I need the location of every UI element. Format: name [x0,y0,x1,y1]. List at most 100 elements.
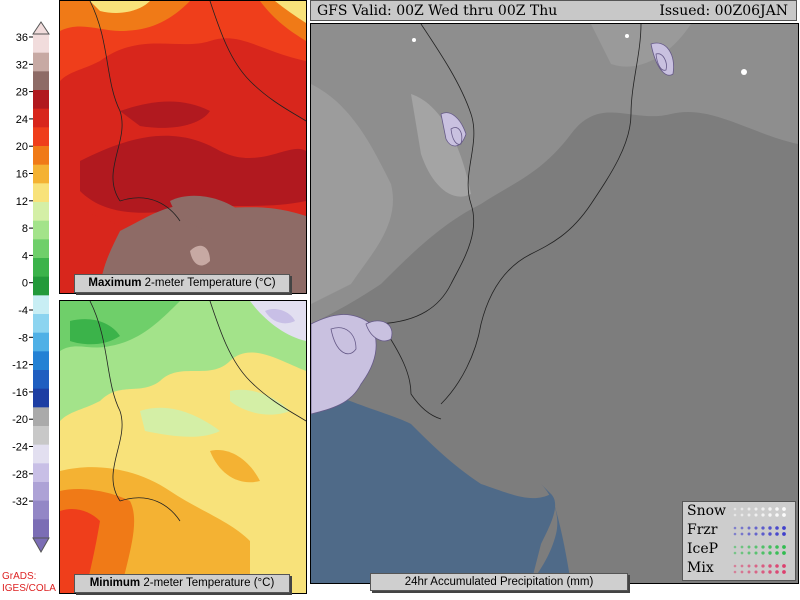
colorbar-tick-label: -8 [18,332,28,344]
max-temperature-caption: Maximum 2-meter Temperature (°C) [74,274,290,293]
legend-dot [733,545,737,549]
colorbar-segment [33,332,49,352]
colorbar-segment [33,239,49,259]
legend-dot [747,526,751,530]
legend-dot [775,526,779,530]
colorbar-segment [33,202,49,222]
colorbar-segment [33,146,49,166]
colorbar-segment [33,388,49,408]
colorbar-tick-label: 28 [16,87,28,99]
legend-dot [740,507,744,511]
colorbar-segment [33,407,49,427]
legend-dot [733,507,737,511]
legend-dot [733,532,737,536]
colorbar-segment [33,34,49,54]
legend-dot [740,551,744,555]
colorbar-segment [33,482,49,502]
precip-title-bar: GFS Valid: 00Z Wed thru 00Z Thu Issued: … [310,0,797,21]
legend-label-frzr: Frzr [687,522,718,538]
colorbar-segment [33,463,49,483]
colorbar-tick-label: -24 [12,442,28,454]
legend-row-frzr: Frzr [687,521,717,539]
colorbar-tick-label: 24 [16,114,28,126]
valid-time-title: GFS Valid: 00Z Wed thru 00Z Thu [317,3,558,19]
legend-dot [747,513,751,517]
legend-dot [761,545,765,549]
precipitation-caption: 24hr Accumulated Precipitation (mm) [370,573,628,591]
credit-line-2: IGES/COLA [2,583,56,594]
legend-dot [754,507,758,511]
colorbar-segment [33,52,49,72]
colorbar-tick-label: 12 [16,196,28,208]
legend-dot [768,507,772,511]
legend-dot [782,513,786,517]
colorbar-graphic: 36 32 28 24 20 16 12 8 4 0 -4 -8 -12 -16 -20 -24 -28 -32 [12,21,50,554]
legend-dot [740,532,744,536]
legend-dot [761,526,765,530]
legend-dot [782,551,786,555]
colorbar-tick-label: 20 [16,141,28,153]
legend-dot [761,532,765,536]
legend-dot [775,570,779,574]
legend-dot [754,551,758,555]
legend-dot [747,570,751,574]
legend-dot [768,545,772,549]
colorbar-segment [33,108,49,128]
legend-dot [782,564,786,568]
credit-line-1: GrADS: [2,571,37,582]
legend-dot [740,570,744,574]
colorbar-top-arrow [32,21,50,35]
legend-label-mix: Mix [687,560,714,576]
colorbar-segment [33,258,49,278]
legend-dot [747,545,751,549]
max-caption-text: 2-meter Temperature (°C) [141,277,276,289]
colorbar-segment [33,220,49,240]
colorbar-tick-label: -20 [12,414,28,426]
max-temperature-field [60,1,306,293]
min-caption-text: 2-meter Temperature (°C) [140,577,275,589]
legend-label-snow: Snow [687,503,727,519]
legend-dot [754,564,758,568]
temperature-colorbar: 36 32 28 24 20 16 12 8 4 0 -4 -8 -12 -16 -20 -24 -28 -32 [0,20,58,560]
colorbar-segment [33,183,49,203]
legend-dot [761,507,765,511]
legend-dot [761,513,765,517]
issued-time-title: Issued: 00Z06JAN [659,3,788,19]
legend-dot [733,564,737,568]
legend-dot [733,513,737,517]
colorbar-segment [33,351,49,371]
legend-dot [761,570,765,574]
colorbar-tick-label: 36 [16,32,28,44]
legend-dot [740,564,744,568]
legend-dot [761,564,765,568]
legend-dot [775,507,779,511]
colorbar-tick-label: -16 [12,387,28,399]
legend-dot [775,513,779,517]
legend-dot [768,570,772,574]
colorbar-segment [33,71,49,91]
legend-dot [768,532,772,536]
colorbar-segment [33,164,49,184]
colorbar-segment [33,90,49,110]
legend-dot-swatches [733,507,786,574]
colorbar-tick-label: 4 [22,250,28,262]
legend-row-snow: Snow [687,502,726,520]
legend-label-icep: IceP [687,541,719,557]
colorbar-segment [33,295,49,315]
legend-dot [768,551,772,555]
grads-credit: GrADS: IGES/COLA [2,571,56,595]
colorbar-segment [33,370,49,390]
legend-dot [747,564,751,568]
colorbar-tick-label: 0 [22,278,28,290]
min-temperature-map [59,300,307,594]
legend-dot [782,526,786,530]
legend-dot [754,570,758,574]
legend-dot [775,545,779,549]
colorbar-segment [33,519,49,539]
colorbar-bottom-arrow [32,537,50,554]
colorbar-segment [33,314,49,334]
colorbar-segment [33,444,49,464]
legend-dot [768,513,772,517]
legend-dot [768,564,772,568]
colorbar-segment [33,500,49,520]
